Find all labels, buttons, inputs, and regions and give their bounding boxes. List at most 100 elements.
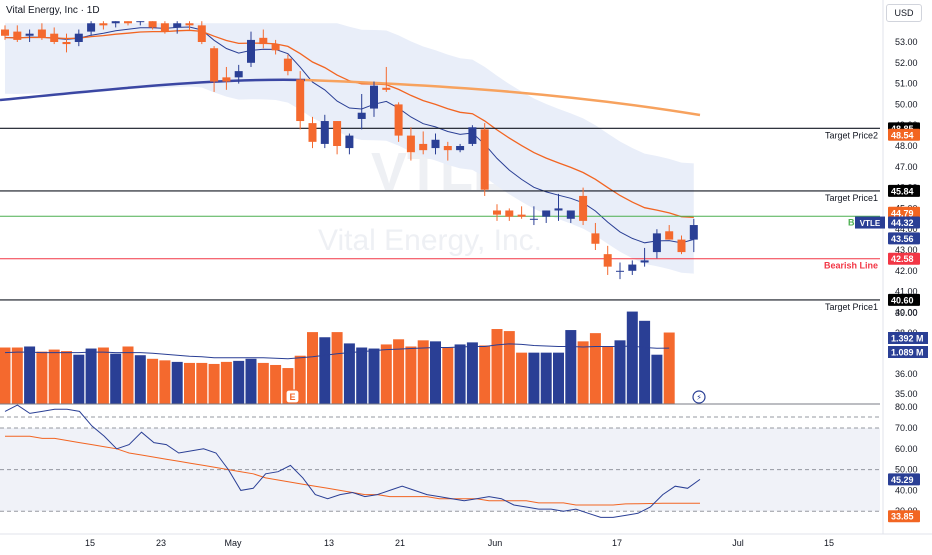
envelope-band [5, 23, 694, 274]
volume-bar [147, 358, 159, 404]
candle-body [160, 23, 169, 32]
candle-body [616, 270, 624, 272]
candle-body [74, 33, 83, 42]
rsi-tick-label: 50.00 [895, 465, 918, 475]
candle-body [370, 85, 378, 109]
ema-slow-line-early [0, 78, 306, 102]
volume-tick-label: 35.00 [895, 389, 918, 399]
volume-bar [61, 351, 72, 404]
rsi-line [4, 404, 701, 518]
volume-bar [356, 347, 368, 404]
price-tick-label: 48.00 [895, 141, 918, 151]
volume-bar [134, 355, 146, 404]
volume-bar [417, 340, 429, 404]
volume-tick-label: 36.00 [895, 369, 918, 379]
time-tick-label: 23 [156, 538, 166, 548]
candle-body [689, 225, 698, 240]
candle-body [591, 233, 600, 244]
volume-bar [479, 345, 491, 404]
volume-bar [553, 352, 564, 404]
volume-bar [233, 360, 245, 404]
candle-body [124, 21, 132, 24]
volume-bar [614, 340, 626, 404]
candle-body [628, 264, 637, 271]
candle-body [99, 23, 108, 26]
candle-body [234, 71, 243, 78]
candle-body [197, 25, 206, 42]
volume-bar [466, 342, 478, 404]
candle-body [529, 218, 538, 220]
rsi-value-badge-text: 45.29 [891, 475, 914, 485]
candle-body [566, 210, 575, 219]
candle-body [665, 231, 674, 240]
candle-body [431, 139, 440, 149]
price-tick-label: 52.00 [895, 58, 918, 68]
candle-body [173, 23, 182, 28]
candle-body [62, 42, 71, 45]
candle-body [247, 39, 255, 63]
time-tick-label: Jun [488, 538, 503, 548]
candle-body [222, 77, 231, 82]
volume-bar [294, 355, 306, 404]
level-price-badge-text: 45.84 [891, 186, 914, 196]
rsi-band [0, 428, 880, 512]
rsi-value-badge [888, 473, 920, 486]
candle-body [505, 210, 514, 217]
level-labels: Target Price248.85Target Price145.84Bull… [824, 122, 928, 523]
volume-bar [220, 361, 232, 404]
time-tick-label: 13 [324, 538, 334, 548]
volume-bar [491, 329, 503, 404]
volume-bar [368, 348, 380, 404]
volume-bar [97, 347, 109, 404]
volume-bar [430, 341, 441, 404]
level-lines [0, 127, 880, 301]
volume-bar [208, 363, 220, 404]
lightning-icon-glyph: ⚡ [696, 393, 702, 402]
volume-bar [85, 348, 97, 404]
rsi-pane[interactable] [0, 404, 880, 518]
candle-body [357, 112, 366, 119]
currency-button[interactable]: USD [886, 4, 922, 22]
level-label-bearish: Bearish Line [824, 261, 878, 271]
volume-bar [380, 344, 392, 404]
ema-slow-line-late [304, 78, 701, 117]
price-tick-label: 40.00 [895, 307, 918, 317]
candle-body [308, 123, 317, 142]
level-price-badge [888, 184, 920, 197]
candle-body [493, 210, 501, 215]
candle-body [87, 23, 96, 32]
volume-bar [393, 339, 405, 404]
ema-fast-badge [888, 232, 920, 245]
candle-body [394, 104, 403, 136]
time-tick-label: Jul [732, 538, 744, 548]
candles[interactable] [1, 21, 698, 280]
ema-fast-badge-text: 43.56 [891, 234, 914, 244]
candle-body [468, 127, 477, 144]
volume-pane[interactable]: E ⚡ [0, 311, 880, 405]
volume-bar [503, 331, 515, 404]
volume-bar [122, 346, 134, 404]
rsi-tick-label: 60.00 [895, 444, 918, 454]
candle-body [25, 33, 34, 36]
last-price-badge [888, 216, 920, 229]
candle-body [37, 29, 46, 38]
volume-bar [184, 362, 195, 404]
candle-body [382, 87, 391, 90]
volume-bar [171, 361, 183, 404]
chart-header-title: Vital Energy, Inc · 1D [6, 5, 100, 16]
volume-bar [282, 368, 294, 404]
ema-slow-badge [888, 128, 920, 141]
moving-averages [0, 26, 701, 244]
volume-bar [442, 347, 454, 404]
volume-bar [602, 346, 614, 404]
time-tick-label: 15 [824, 538, 834, 548]
volume-bar [73, 354, 85, 404]
ema-slow-badge-text: 48.54 [891, 130, 914, 140]
level-price-badge [888, 293, 920, 306]
price-tick-label: 42.00 [895, 266, 918, 276]
ema-mid-badge-text: 44.79 [891, 208, 914, 218]
volume-bar [343, 343, 355, 404]
price-tick-label: 44.00 [895, 224, 918, 234]
